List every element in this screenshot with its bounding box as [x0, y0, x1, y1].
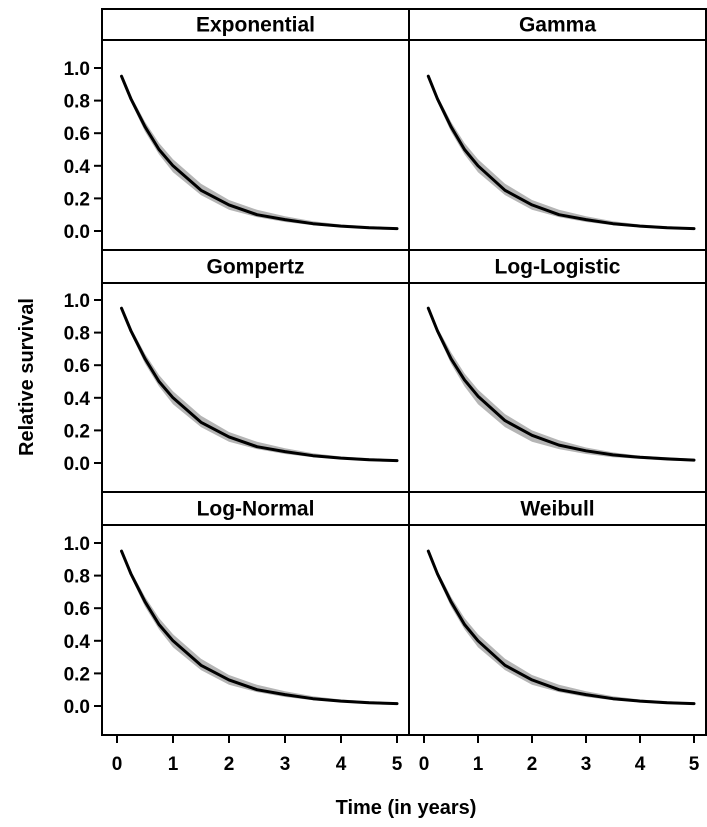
panel-gamma: Gamma [408, 8, 707, 251]
y-tick-label: 0.4 [64, 632, 91, 653]
survival-curve [426, 549, 696, 706]
panel-title: Exponential [196, 14, 315, 37]
x-tick-label: 4 [635, 754, 646, 775]
panel-frame [101, 249, 410, 493]
panel-frame [408, 491, 707, 736]
x-tick-label: 1 [168, 754, 179, 775]
y-tick-label: 0.6 [64, 356, 90, 377]
x-tick-label: 5 [392, 754, 403, 775]
panel-weibull: Weibull [408, 491, 707, 736]
y-tick-label: 0.0 [64, 697, 90, 718]
y-tick-label: 0.2 [64, 664, 90, 685]
panel-frame [408, 249, 707, 493]
panel-log-normal: Log-Normal [101, 491, 410, 736]
y-tick-label: 1.0 [64, 291, 90, 312]
panel-frame [101, 491, 410, 736]
panel-exponential: Exponential [101, 8, 410, 251]
x-tick-label: 2 [224, 754, 235, 775]
panel-title: Weibull [520, 498, 594, 521]
y-tick-label: 0.0 [64, 454, 90, 475]
survival-curve [426, 306, 696, 462]
y-tick-label: 0.4 [64, 389, 91, 410]
x-tick-label: 5 [689, 754, 700, 775]
x-axis-title: Time (in years) [336, 797, 477, 819]
x-tick-label: 0 [419, 754, 430, 775]
y-tick-label: 0.0 [64, 222, 90, 243]
panel-title: Gamma [519, 14, 596, 37]
y-tick-label: 0.4 [64, 157, 91, 178]
panel-title: Log-Normal [197, 498, 315, 521]
y-tick-label: 0.2 [64, 189, 90, 210]
panel-gompertz: Gompertz [101, 249, 410, 493]
survival-curve [426, 74, 696, 231]
x-tick-label: 0 [112, 754, 123, 775]
x-tick-label: 4 [336, 754, 347, 775]
axes-layer: 0.0 0.2 0.4 0.6 0.8 1.0 0.0 0.2 0.4 0.6 0.8 1.0 0.0 0… [64, 59, 700, 775]
survival-curve [120, 74, 399, 231]
panel-log-logistic: Log-Logistic [408, 249, 707, 493]
y-tick-label: 0.2 [64, 421, 90, 442]
x-tick-label: 3 [280, 754, 291, 775]
y-tick-label: 0.8 [64, 92, 90, 113]
y-tick-label: 0.8 [64, 567, 90, 588]
y-tick-label: 1.0 [64, 534, 90, 555]
survival-curve [120, 306, 399, 463]
survival-curve [120, 549, 399, 706]
y-tick-label: 0.6 [64, 599, 90, 620]
y-tick-label: 1.0 [64, 59, 90, 80]
panel-title: Gompertz [206, 256, 304, 279]
panel-title: Log-Logistic [495, 256, 621, 279]
y-tick-label: 0.6 [64, 124, 90, 145]
y-axis-title: Relative survival [16, 298, 38, 456]
y-tick-label: 0.8 [64, 324, 90, 345]
x-tick-label: 2 [527, 754, 538, 775]
panels-layer: Exponential Gamma Gompertz Log-Logistic Log-… [101, 8, 707, 736]
x-tick-label: 3 [581, 754, 592, 775]
x-tick-label: 1 [473, 754, 484, 775]
